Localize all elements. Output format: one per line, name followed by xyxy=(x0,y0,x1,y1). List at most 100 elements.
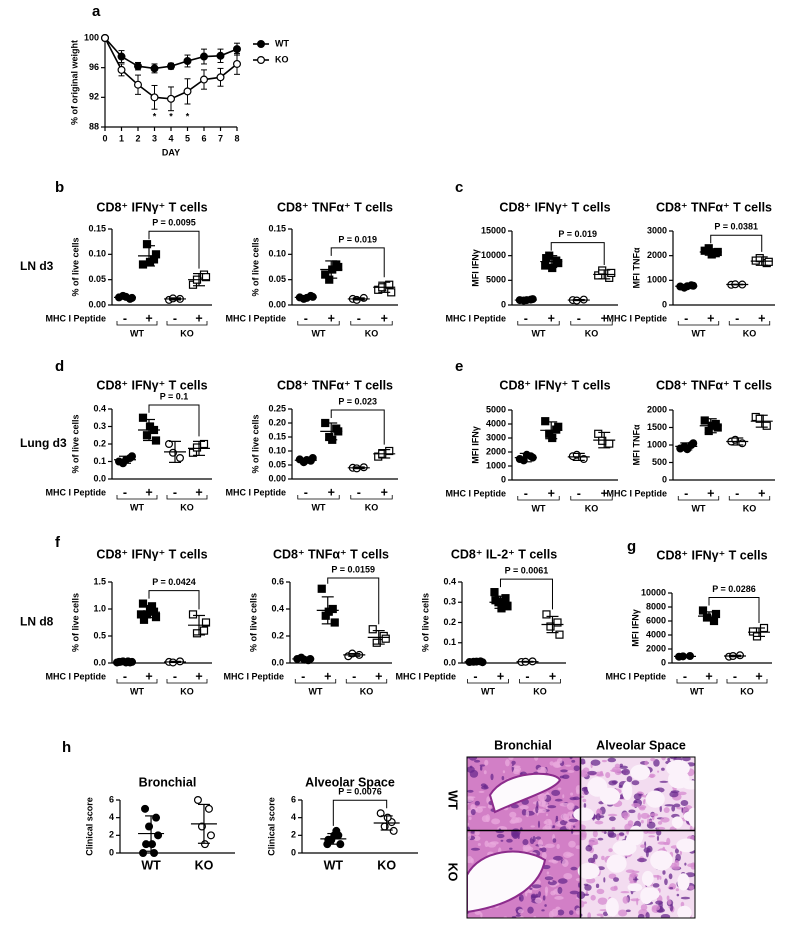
tissue-texture xyxy=(652,883,660,888)
x-tick-label: KO xyxy=(195,858,214,872)
tissue-texture xyxy=(555,815,559,820)
tissue-texture xyxy=(467,766,475,773)
tissue-texture xyxy=(597,837,604,841)
tissue-texture xyxy=(649,819,653,822)
tissue-texture xyxy=(667,757,671,761)
point xyxy=(233,59,242,68)
tissue-texture xyxy=(490,773,494,781)
tissue-texture xyxy=(592,830,598,838)
y-tick-label: 2 xyxy=(109,830,114,840)
tissue-texture xyxy=(621,811,630,819)
histology-column: Bronchial xyxy=(494,738,552,752)
y-axis-label: MFI TNFα xyxy=(631,247,641,288)
x-axis-label: MHC I Peptide xyxy=(225,487,286,497)
x-tick-label: - xyxy=(733,669,737,683)
tissue-texture xyxy=(563,873,573,880)
chart-title: Bronchial xyxy=(139,775,197,789)
tissue-texture xyxy=(541,799,545,807)
y-tick-label: 0 xyxy=(501,299,506,309)
tissue-texture xyxy=(474,759,481,763)
x-axis-label: MHC I Peptide xyxy=(606,488,667,498)
point xyxy=(138,599,148,608)
significance-bracket xyxy=(710,234,763,252)
group-bracket xyxy=(467,679,509,684)
tissue-texture xyxy=(505,759,510,767)
y-axis-label: MFI IFNγ xyxy=(630,609,640,647)
tissue-texture xyxy=(613,877,620,882)
tissue-texture xyxy=(631,780,640,786)
y-tick-label: 500 xyxy=(652,457,667,467)
y-tick-label: 92 xyxy=(89,92,99,102)
point xyxy=(368,625,377,634)
tissue-texture xyxy=(571,759,576,763)
tissue-texture xyxy=(609,816,616,822)
y-tick-label: 0 xyxy=(661,657,666,667)
tissue-texture xyxy=(474,910,482,915)
x-tick-label: - xyxy=(357,311,361,325)
tissue-texture xyxy=(467,796,476,799)
tissue-texture xyxy=(562,794,565,799)
tissue-texture xyxy=(622,896,629,904)
x-group-label: KO xyxy=(360,686,374,696)
point xyxy=(332,826,341,835)
tissue-texture xyxy=(646,814,651,818)
group-bracket xyxy=(728,496,771,501)
tissue-texture xyxy=(552,825,556,829)
y-tick-label: 0.10 xyxy=(88,249,106,259)
x-tick-label: + xyxy=(375,669,382,683)
chart-title: CD8⁺ IFNγ⁺ T cells xyxy=(499,378,610,392)
y-axis-label: Clinical score xyxy=(266,797,276,856)
significance-bracket xyxy=(330,409,385,445)
panel-letter: a xyxy=(92,3,101,20)
x-tick-label: + xyxy=(497,669,504,683)
tissue-texture xyxy=(556,758,563,764)
tissue-texture xyxy=(669,903,674,912)
y-tick-label: 1.5 xyxy=(93,576,106,586)
x-tick-label: 4 xyxy=(168,133,173,143)
y-tick-label: 2000 xyxy=(486,446,506,456)
tissue-texture xyxy=(552,838,557,843)
tissue-texture xyxy=(585,845,593,852)
point xyxy=(183,87,192,96)
x-tick-label: - xyxy=(123,669,127,683)
significance-bracket xyxy=(332,799,388,826)
y-tick-label: 0 xyxy=(662,299,667,309)
tissue-texture xyxy=(530,825,535,828)
point xyxy=(546,622,555,631)
tissue-texture xyxy=(529,887,533,890)
x-axis-label: MHC I Peptide xyxy=(445,488,506,498)
tissue-texture xyxy=(623,815,628,820)
tissue-texture xyxy=(467,822,470,826)
point xyxy=(201,273,211,282)
point xyxy=(709,616,719,626)
tissue-texture xyxy=(560,769,568,773)
point xyxy=(324,607,333,616)
group-bracket xyxy=(350,495,393,500)
y-tick-label: 0.4 xyxy=(271,603,284,613)
tissue-texture xyxy=(669,791,679,798)
x-group-label: WT xyxy=(130,686,144,696)
tissue-texture xyxy=(565,822,572,830)
chart-title: CD8⁺ TNFα⁺ T cells xyxy=(277,200,393,214)
y-tick-label: 0.2 xyxy=(443,617,456,627)
tissue-texture xyxy=(545,843,555,848)
tissue-texture xyxy=(618,909,628,917)
group-bracket xyxy=(728,321,771,326)
tissue-texture xyxy=(510,817,520,824)
significance-bracket xyxy=(327,577,380,625)
tissue-texture xyxy=(531,884,542,889)
tissue-texture xyxy=(680,896,691,900)
tissue-texture xyxy=(559,819,568,826)
tissue-texture xyxy=(639,806,646,811)
tissue-texture xyxy=(496,833,505,839)
point xyxy=(199,626,209,635)
group-bracket xyxy=(517,321,560,326)
row-label: Lung d3 xyxy=(20,436,67,450)
tissue-texture xyxy=(554,798,563,802)
tissue-texture xyxy=(570,828,574,835)
tissue-texture xyxy=(661,767,665,771)
row-label: LN d8 xyxy=(20,615,54,629)
point xyxy=(216,51,225,60)
airway-lumen xyxy=(488,772,562,814)
